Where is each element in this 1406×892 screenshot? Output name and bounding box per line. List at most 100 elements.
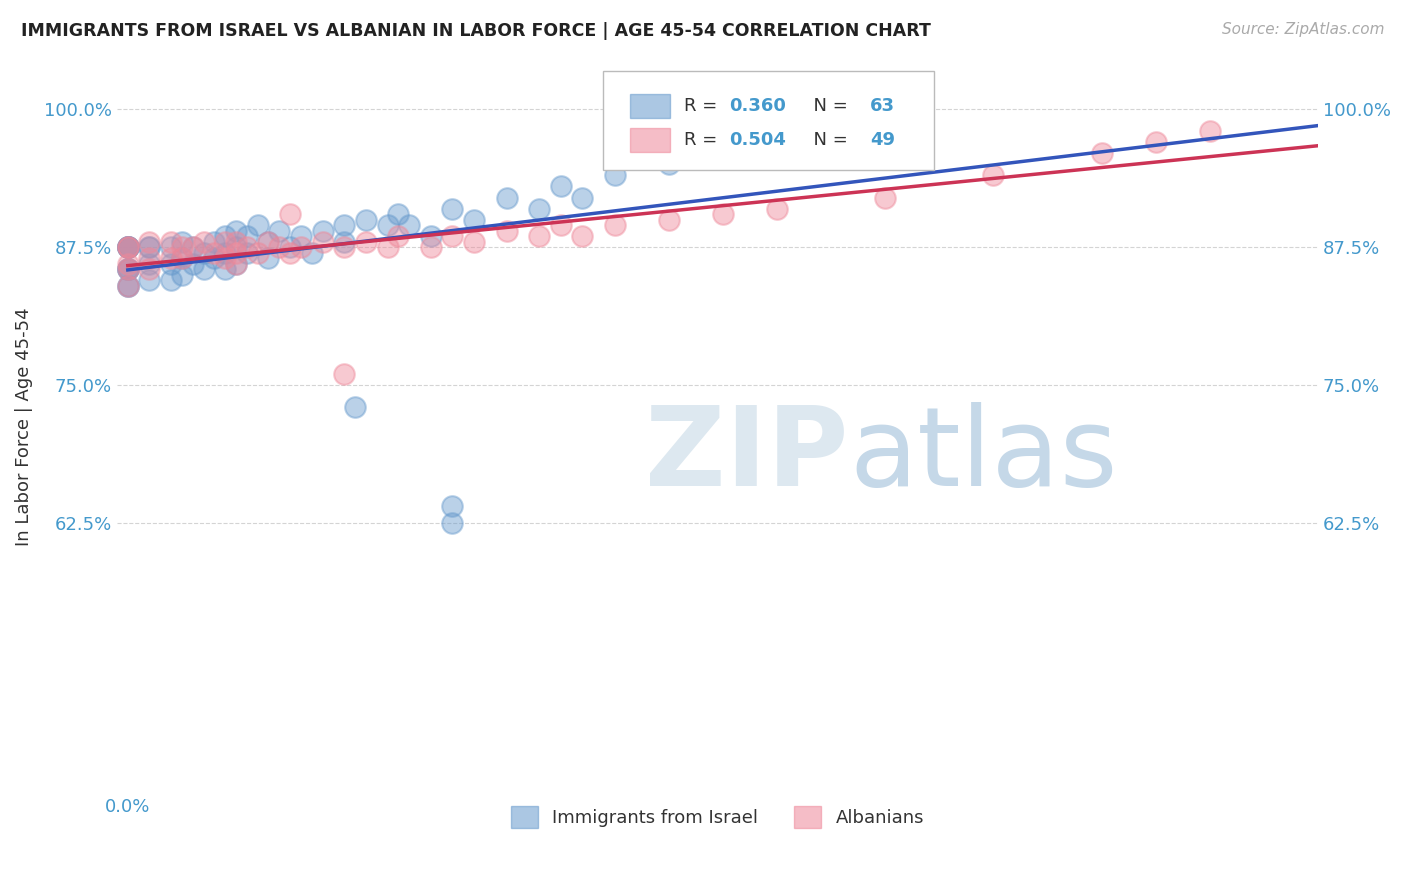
Point [236, 245, 259, 260]
Point [160, 235, 183, 249]
Point [181, 257, 204, 271]
Point [170, 251, 193, 265]
Point [246, 218, 269, 232]
Point [214, 235, 236, 249]
Point [269, 224, 291, 238]
Point [441, 516, 464, 530]
Point [225, 235, 247, 249]
Point [117, 240, 139, 254]
Point [225, 245, 247, 260]
Text: N =: N = [801, 131, 853, 149]
Point [170, 240, 193, 254]
Point [214, 262, 236, 277]
Point [181, 240, 204, 254]
Point [1199, 124, 1222, 138]
Point [170, 251, 193, 265]
Point [441, 229, 464, 244]
Point [269, 240, 291, 254]
Point [236, 229, 259, 244]
Text: 0.504: 0.504 [730, 131, 786, 149]
Point [202, 245, 225, 260]
Point [117, 257, 139, 271]
Point [571, 229, 593, 244]
Point [278, 207, 301, 221]
Point [527, 229, 550, 244]
Point [603, 169, 626, 183]
Point [214, 229, 236, 244]
Bar [630, 94, 669, 118]
Point [711, 207, 734, 221]
Point [441, 202, 464, 216]
Bar [630, 128, 669, 153]
Point [257, 251, 280, 265]
Text: ZIP: ZIP [645, 402, 849, 509]
Point [766, 202, 789, 216]
Text: atlas: atlas [849, 402, 1118, 509]
Point [138, 240, 160, 254]
Point [202, 251, 225, 265]
Text: 63: 63 [870, 97, 896, 115]
Point [333, 235, 356, 249]
Point [170, 235, 193, 249]
Point [278, 245, 301, 260]
Point [117, 240, 139, 254]
Point [202, 235, 225, 249]
Point [117, 240, 139, 254]
Point [193, 235, 215, 249]
Point [117, 240, 139, 254]
Point [160, 257, 183, 271]
Point [387, 229, 409, 244]
Legend: Immigrants from Israel, Albanians: Immigrants from Israel, Albanians [503, 799, 932, 836]
Point [354, 235, 377, 249]
Point [225, 224, 247, 238]
Point [193, 262, 215, 277]
Point [117, 278, 139, 293]
Point [117, 262, 139, 277]
Point [875, 190, 897, 204]
Point [138, 262, 160, 277]
Point [419, 240, 441, 254]
Point [377, 240, 399, 254]
Point [236, 240, 259, 254]
Text: Source: ZipAtlas.com: Source: ZipAtlas.com [1222, 22, 1385, 37]
Point [117, 278, 139, 293]
Point [301, 245, 323, 260]
Point [117, 240, 139, 254]
Point [333, 240, 356, 254]
Point [278, 240, 301, 254]
Point [214, 251, 236, 265]
Point [225, 257, 247, 271]
Point [160, 273, 183, 287]
Point [820, 129, 842, 144]
Point [311, 224, 333, 238]
Point [550, 218, 572, 232]
Point [138, 257, 160, 271]
Point [290, 240, 312, 254]
Point [658, 157, 681, 171]
Point [377, 218, 399, 232]
Point [257, 235, 280, 249]
Point [550, 179, 572, 194]
FancyBboxPatch shape [603, 70, 934, 169]
Point [138, 273, 160, 287]
Point [290, 229, 312, 244]
Point [138, 240, 160, 254]
Point [117, 262, 139, 277]
Point [419, 229, 441, 244]
Point [344, 400, 367, 414]
Point [246, 245, 269, 260]
Point [138, 251, 160, 265]
Point [214, 245, 236, 260]
Point [117, 278, 139, 293]
Point [398, 218, 420, 232]
Point [463, 212, 485, 227]
Point [711, 146, 734, 161]
Point [463, 235, 485, 249]
Point [495, 190, 517, 204]
Point [225, 240, 247, 254]
Y-axis label: In Labor Force | Age 45-54: In Labor Force | Age 45-54 [15, 307, 32, 546]
Point [160, 251, 183, 265]
Point [766, 136, 789, 150]
Point [603, 218, 626, 232]
Point [117, 262, 139, 277]
